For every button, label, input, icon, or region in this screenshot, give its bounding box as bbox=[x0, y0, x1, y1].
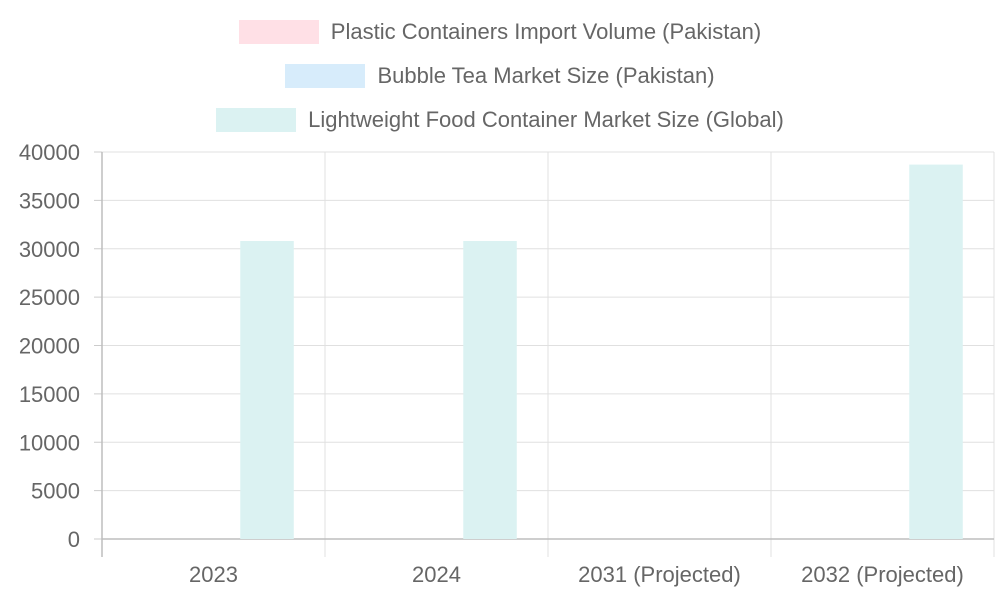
y-tick-label: 35000 bbox=[19, 188, 80, 213]
bar bbox=[240, 241, 294, 539]
legend-swatch-bubble-tea bbox=[285, 64, 366, 88]
legend-swatch-plastic-containers bbox=[238, 20, 319, 44]
bar bbox=[909, 164, 963, 539]
bar bbox=[463, 241, 517, 539]
legend-item-lightweight-food-container[interactable]: Lightweight Food Container Market Size (… bbox=[0, 105, 1000, 135]
y-tick-label: 25000 bbox=[19, 285, 80, 310]
x-tick-label: 2031 (Projected) bbox=[578, 562, 741, 587]
y-tick-label: 10000 bbox=[19, 430, 80, 455]
x-tick-label: 2032 (Projected) bbox=[801, 562, 964, 587]
legend-item-bubble-tea[interactable]: Bubble Tea Market Size (Pakistan) bbox=[0, 61, 1000, 91]
y-tick-label: 20000 bbox=[19, 334, 80, 359]
legend-label-plastic-containers: Plastic Containers Import Volume (Pakist… bbox=[330, 19, 762, 44]
y-tick-label: 5000 bbox=[31, 479, 80, 504]
y-tick-label: 15000 bbox=[19, 382, 80, 407]
x-tick-label: 2023 bbox=[189, 562, 238, 587]
legend-label-bubble-tea: Bubble Tea Market Size (Pakistan) bbox=[377, 63, 715, 88]
y-tick-label: 0 bbox=[68, 527, 80, 552]
legend-item-plastic-containers[interactable]: Plastic Containers Import Volume (Pakist… bbox=[0, 17, 1000, 47]
y-tick-label: 30000 bbox=[19, 237, 80, 262]
legend-swatch-lightweight-food-container bbox=[216, 108, 297, 132]
legend-label-lightweight-food-container: Lightweight Food Container Market Size (… bbox=[308, 107, 784, 132]
y-tick-label: 40000 bbox=[19, 140, 80, 165]
x-tick-label: 2024 bbox=[412, 562, 461, 587]
